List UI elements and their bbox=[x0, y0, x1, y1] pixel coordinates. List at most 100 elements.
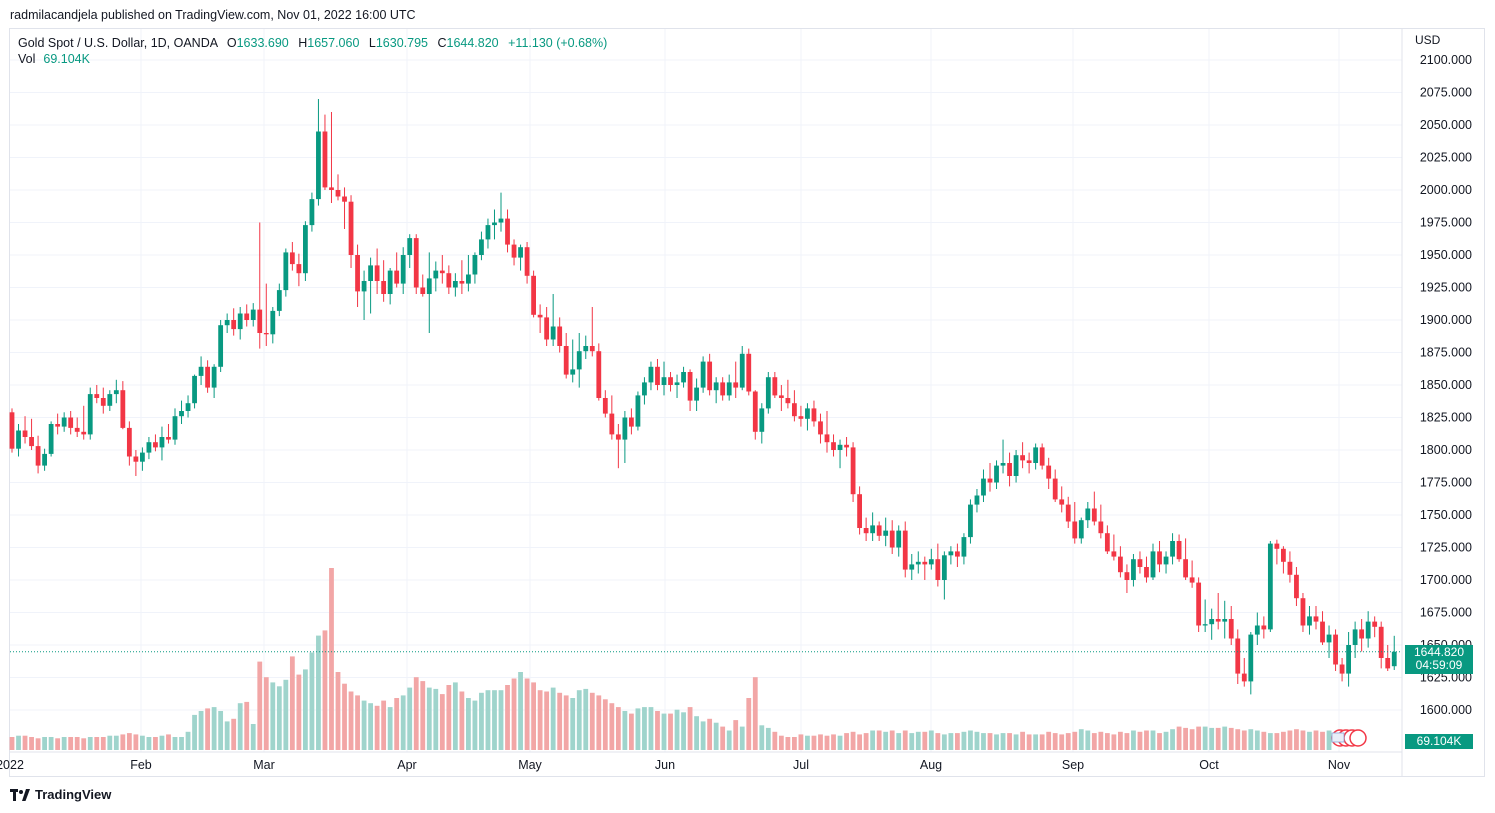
volume-bar bbox=[387, 707, 393, 750]
volume-bar bbox=[74, 737, 80, 750]
vol-label: Vol bbox=[18, 52, 36, 66]
volume-bar bbox=[237, 703, 243, 750]
price-tick-label: 1775.000 bbox=[1420, 476, 1472, 490]
close-label: C bbox=[437, 36, 447, 50]
chart-frame[interactable] bbox=[9, 28, 1485, 777]
volume-bar bbox=[557, 692, 563, 750]
candle-body bbox=[146, 442, 152, 453]
candle-body bbox=[589, 346, 595, 352]
volume-bar bbox=[655, 711, 660, 750]
volume-bar bbox=[805, 735, 810, 750]
volume-bar bbox=[863, 733, 869, 750]
volume-bar bbox=[113, 735, 119, 750]
volume-bar bbox=[602, 699, 608, 750]
candle-body bbox=[1085, 508, 1091, 521]
candle-body bbox=[602, 398, 608, 414]
volume-bar bbox=[765, 727, 771, 750]
candle-body bbox=[420, 287, 426, 294]
candle-body bbox=[1163, 556, 1169, 565]
volume-bar bbox=[1157, 733, 1162, 750]
volume-bar bbox=[289, 656, 295, 750]
candle-body bbox=[863, 528, 869, 534]
candle-body bbox=[596, 351, 602, 398]
candle-body bbox=[16, 430, 21, 449]
volume-bar bbox=[928, 730, 934, 750]
volume-bar bbox=[733, 720, 739, 750]
volume-bar bbox=[361, 700, 367, 750]
volume-bar bbox=[537, 690, 543, 750]
candle-body bbox=[505, 218, 510, 245]
volume-bar bbox=[218, 711, 224, 750]
price-tick-label: 1600.000 bbox=[1420, 703, 1472, 717]
candle-body bbox=[479, 239, 484, 255]
candle-body bbox=[798, 416, 804, 419]
candle-body bbox=[883, 530, 889, 536]
volume-bar bbox=[466, 698, 471, 750]
time-tick-label: Oct bbox=[1199, 758, 1219, 772]
volume-bar bbox=[583, 688, 589, 750]
candle-body bbox=[955, 551, 960, 557]
volume-bar bbox=[661, 713, 667, 750]
candle-body bbox=[94, 394, 100, 398]
volume-bar bbox=[837, 735, 843, 750]
candle-body bbox=[1020, 455, 1025, 461]
candle-body bbox=[1078, 520, 1084, 539]
candle-body bbox=[1202, 624, 1208, 626]
volume-bar bbox=[824, 735, 830, 750]
candle-body bbox=[55, 424, 61, 427]
candle-body bbox=[1215, 619, 1221, 622]
candle-body bbox=[1365, 621, 1371, 639]
volume-bar bbox=[1183, 727, 1188, 750]
candle-body bbox=[557, 326, 563, 346]
candle-body bbox=[987, 478, 993, 483]
price-tick-label: 1700.000 bbox=[1420, 573, 1472, 587]
candle-body bbox=[583, 346, 589, 352]
volume-bar bbox=[107, 735, 113, 750]
volume-bar bbox=[994, 734, 999, 750]
volume-bar bbox=[1215, 727, 1221, 750]
candle-body bbox=[211, 366, 217, 388]
price-tick-label: 1725.000 bbox=[1420, 541, 1472, 555]
volume-bar bbox=[941, 734, 947, 750]
volume-bar bbox=[1150, 730, 1156, 750]
candle-body bbox=[244, 313, 250, 320]
candle-body bbox=[452, 281, 458, 288]
volume-bar bbox=[459, 691, 465, 750]
volume-bar bbox=[1033, 734, 1039, 750]
volume-bar bbox=[81, 738, 87, 750]
candle-body bbox=[1196, 582, 1202, 626]
volume-bar bbox=[303, 669, 308, 750]
candle-body bbox=[381, 281, 387, 294]
candle-body bbox=[35, 446, 41, 466]
price-tick-label: 1850.000 bbox=[1420, 378, 1472, 392]
footer-brand[interactable]: TradingView bbox=[10, 787, 111, 802]
volume-bar bbox=[1046, 731, 1052, 750]
candle-body bbox=[120, 390, 126, 428]
candle-body bbox=[1183, 559, 1188, 578]
candle-body bbox=[948, 551, 954, 556]
candle-body bbox=[1111, 551, 1117, 557]
price-tick-label: 2050.000 bbox=[1420, 118, 1472, 132]
candle-body bbox=[1137, 559, 1143, 567]
candle-body bbox=[224, 320, 230, 326]
candle-body bbox=[1131, 559, 1136, 580]
candle-body bbox=[648, 366, 654, 383]
volume-bar bbox=[831, 734, 836, 750]
candle-body bbox=[355, 255, 360, 292]
volume-bar bbox=[316, 635, 321, 750]
volume-bar bbox=[1326, 730, 1332, 750]
volume-bar bbox=[778, 735, 784, 750]
volume-bar bbox=[355, 695, 360, 750]
candle-body bbox=[270, 310, 276, 335]
volume-bar bbox=[55, 738, 61, 750]
volume-bar bbox=[1078, 729, 1084, 750]
volume-bar bbox=[68, 737, 74, 750]
time-tick-label: Jul bbox=[793, 758, 809, 772]
volume-bar bbox=[850, 731, 856, 750]
candle-body bbox=[511, 244, 517, 258]
high-label: H bbox=[298, 36, 308, 50]
candle-body bbox=[485, 225, 491, 240]
volume-bar bbox=[909, 733, 915, 750]
volume-bar bbox=[1000, 733, 1006, 750]
